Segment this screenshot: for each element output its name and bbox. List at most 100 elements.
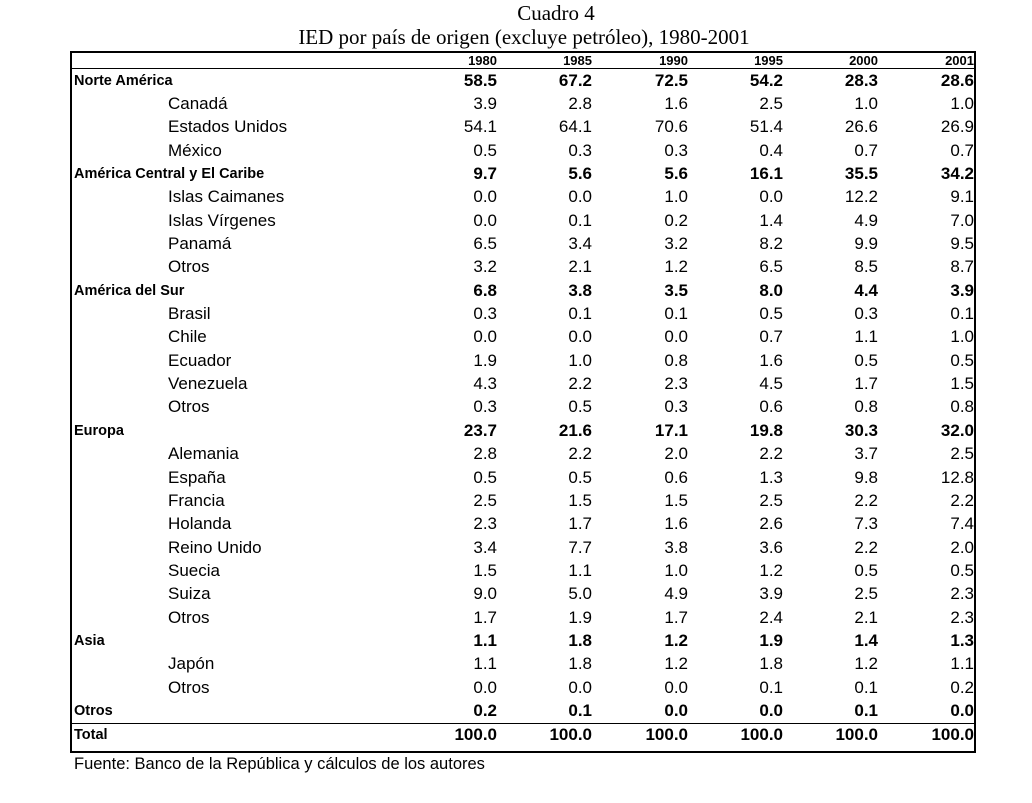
row-label: Brasil	[168, 304, 211, 324]
header-blank	[72, 53, 404, 69]
value-cell: 0.2	[473, 700, 497, 720]
value-cell: 1.2	[664, 257, 688, 277]
value-cell: 2.5	[473, 490, 497, 510]
group-row: Asia 1.1 1.8 1.2 1.9 1.4 1.3	[72, 629, 974, 652]
value-cell: 0.3	[568, 140, 592, 160]
row-label: América del Sur	[74, 282, 185, 299]
value-cell: 4.4	[854, 280, 878, 300]
value-cell: 100.0	[592, 722, 688, 747]
value-cell: 9.5	[950, 234, 974, 254]
value-cell: 1.6	[664, 514, 688, 534]
value-cell: 0.0	[664, 700, 688, 720]
value-cell: 0.0	[568, 327, 592, 347]
value-cell: 1.3	[950, 630, 974, 650]
value-cell: 9.1	[950, 187, 974, 207]
value-cell: 0.0	[759, 700, 783, 720]
value-cell: 8.7	[950, 257, 974, 277]
value-cell: 9.0	[473, 584, 497, 604]
country-row: Venezuela 4.3 2.2 2.3 4.5 1.7 1.5	[72, 372, 974, 395]
value-cell: 21.6	[558, 420, 592, 440]
value-cell: 6.5	[759, 257, 783, 277]
value-cell: 1.7	[664, 607, 688, 627]
value-cell: 1.7	[568, 514, 592, 534]
value-cell: 0.3	[854, 304, 878, 324]
group-row: América Central y El Caribe 9.7 5.6 5.6 16.1…	[72, 162, 974, 185]
value-cell: 3.2	[664, 234, 688, 254]
value-cell: 0.5	[568, 467, 592, 487]
row-label: Reino Unido	[168, 537, 262, 557]
value-cell: 4.9	[664, 584, 688, 604]
country-row: Estados Unidos 54.1 64.1 70.6 51.4 26.6 26.9	[72, 116, 974, 139]
value-cell: 58.5	[463, 70, 497, 90]
value-cell: 1.1	[854, 327, 878, 347]
year-header: 2000	[783, 53, 878, 69]
country-row: Otros 1.7 1.9 1.7 2.4 2.1 2.3	[72, 606, 974, 629]
value-cell: 0.6	[759, 397, 783, 417]
group-row: América del Sur 6.8 3.8 3.5 8.0 4.4 3.9	[72, 279, 974, 302]
value-cell: 7.7	[568, 537, 592, 557]
row-label: España	[168, 467, 226, 487]
value-cell: 1.0	[664, 560, 688, 580]
table-subtitle: IED por país de origen (excluye petróleo…	[298, 25, 750, 49]
value-cell: 0.7	[854, 140, 878, 160]
value-cell: 0.5	[854, 350, 878, 370]
value-cell: 0.7	[950, 140, 974, 160]
value-cell: 1.2	[664, 630, 688, 650]
value-cell: 1.0	[950, 327, 974, 347]
value-cell: 1.4	[759, 210, 783, 230]
value-cell: 8.5	[854, 257, 878, 277]
value-cell: 0.8	[950, 397, 974, 417]
row-label: América Central y El Caribe	[74, 166, 265, 183]
value-cell: 1.8	[759, 654, 783, 674]
year-header: 1985	[497, 53, 592, 69]
value-cell: 1.6	[759, 350, 783, 370]
value-cell: 2.1	[854, 607, 878, 627]
value-cell: 8.0	[759, 280, 783, 300]
value-cell: 1.5	[568, 490, 592, 510]
country-row: Otros 0.3 0.5 0.3 0.6 0.8 0.8	[72, 396, 974, 419]
year-header: 1980	[404, 53, 497, 69]
row-label: Otros	[168, 607, 210, 627]
value-cell: 2.3	[950, 607, 974, 627]
value-cell: 2.4	[759, 607, 783, 627]
value-cell: 2.2	[854, 537, 878, 557]
value-cell: 51.4	[749, 117, 783, 137]
value-cell: 0.1	[568, 210, 592, 230]
value-cell: 23.7	[463, 420, 497, 440]
country-row: Alemania 2.8 2.2 2.0 2.2 3.7 2.5	[72, 443, 974, 466]
value-cell: 4.5	[759, 374, 783, 394]
value-cell: 0.8	[854, 397, 878, 417]
value-cell: 0.0	[568, 187, 592, 207]
value-cell: 1.2	[854, 654, 878, 674]
value-cell: 54.2	[749, 70, 783, 90]
value-cell: 2.8	[568, 94, 592, 114]
value-cell: 0.1	[759, 677, 783, 697]
value-cell: 0.1	[664, 304, 688, 324]
value-cell: 64.1	[558, 117, 592, 137]
value-cell: 0.0	[664, 677, 688, 697]
value-cell: 9.7	[473, 164, 497, 184]
row-label: Chile	[168, 327, 207, 347]
value-cell: 12.8	[940, 467, 974, 487]
value-cell: 0.3	[664, 140, 688, 160]
value-cell: 1.0	[950, 94, 974, 114]
country-row: Canadá 3.9 2.8 1.6 2.5 1.0 1.0	[72, 92, 974, 115]
country-row: Ecuador 1.9 1.0 0.8 1.6 0.5 0.5	[72, 349, 974, 372]
table-frame	[70, 51, 976, 753]
group-row: Otros 0.2 0.1 0.0 0.0 0.1 0.0	[72, 699, 974, 723]
value-cell: 2.0	[664, 444, 688, 464]
value-cell: 35.5	[844, 164, 878, 184]
value-cell: 3.4	[473, 537, 497, 557]
value-cell: 19.8	[749, 420, 783, 440]
year-header: 1995	[688, 53, 783, 69]
value-cell: 1.8	[568, 654, 592, 674]
value-cell: 0.0	[473, 210, 497, 230]
fdi-table: 1980 1985 1990 1995 2000 2001 Norte Amér…	[72, 53, 974, 747]
value-cell: 1.9	[759, 630, 783, 650]
row-label: Otros	[168, 677, 210, 697]
value-cell: 7.3	[854, 514, 878, 534]
row-label: Suiza	[168, 584, 211, 604]
value-cell: 1.3	[759, 467, 783, 487]
value-cell: 1.7	[473, 607, 497, 627]
value-cell: 0.0	[473, 187, 497, 207]
